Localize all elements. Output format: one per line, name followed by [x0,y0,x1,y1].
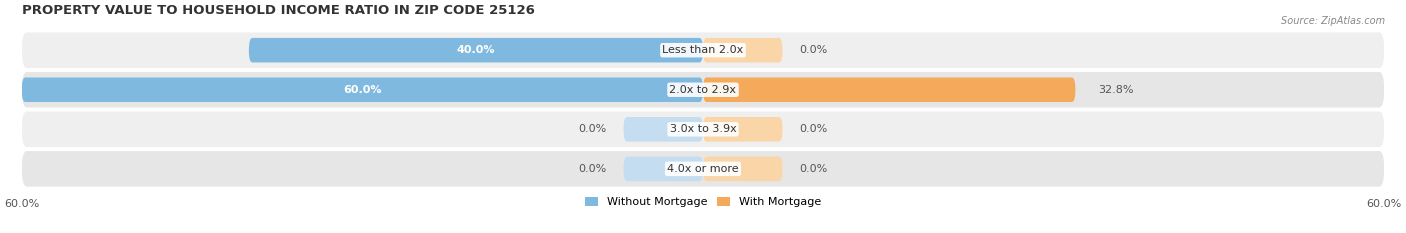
Text: 0.0%: 0.0% [800,164,828,174]
FancyBboxPatch shape [21,32,1385,68]
FancyBboxPatch shape [623,117,703,142]
FancyBboxPatch shape [249,38,703,62]
Text: 0.0%: 0.0% [578,164,606,174]
Text: 32.8%: 32.8% [1098,85,1133,95]
Text: 3.0x to 3.9x: 3.0x to 3.9x [669,124,737,134]
FancyBboxPatch shape [21,78,703,102]
Legend: Without Mortgage, With Mortgage: Without Mortgage, With Mortgage [581,192,825,212]
FancyBboxPatch shape [703,117,783,142]
FancyBboxPatch shape [623,157,703,181]
FancyBboxPatch shape [703,78,1076,102]
Text: 60.0%: 60.0% [343,85,381,95]
Text: Source: ZipAtlas.com: Source: ZipAtlas.com [1281,16,1385,26]
Text: 0.0%: 0.0% [578,124,606,134]
Text: 0.0%: 0.0% [800,45,828,55]
Text: 40.0%: 40.0% [457,45,495,55]
Text: PROPERTY VALUE TO HOUSEHOLD INCOME RATIO IN ZIP CODE 25126: PROPERTY VALUE TO HOUSEHOLD INCOME RATIO… [21,4,534,17]
FancyBboxPatch shape [703,157,783,181]
Text: 4.0x or more: 4.0x or more [668,164,738,174]
FancyBboxPatch shape [21,112,1385,147]
FancyBboxPatch shape [703,38,783,62]
FancyBboxPatch shape [21,151,1385,187]
Text: Less than 2.0x: Less than 2.0x [662,45,744,55]
Text: 2.0x to 2.9x: 2.0x to 2.9x [669,85,737,95]
Text: 0.0%: 0.0% [800,124,828,134]
FancyBboxPatch shape [21,72,1385,108]
